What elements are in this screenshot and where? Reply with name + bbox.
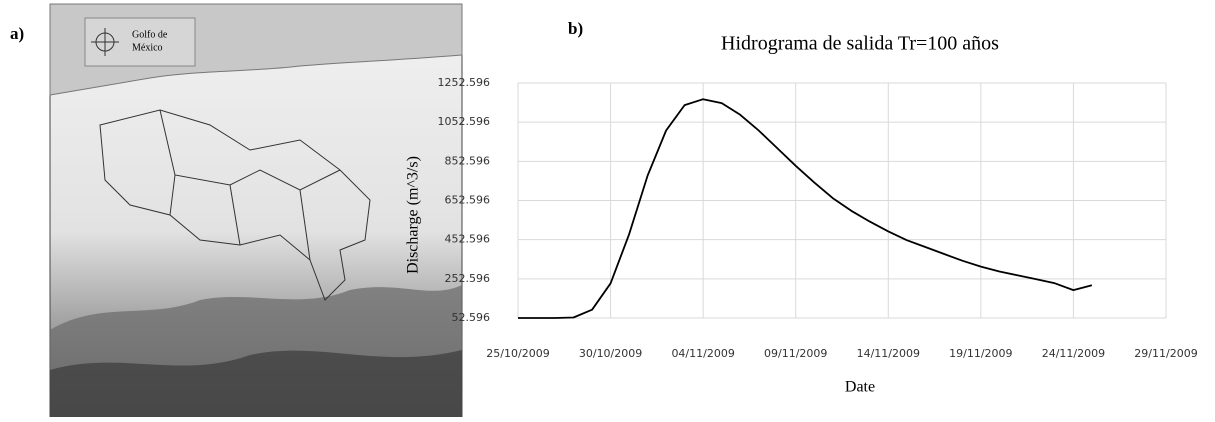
- compass: [91, 28, 119, 56]
- y-tick-label: 452.596: [445, 233, 491, 246]
- sub-basin: [159, 109, 341, 261]
- y-axis-label: Discharge (m^3/s): [405, 156, 422, 274]
- x-tick-label: 04/11/2009: [671, 347, 734, 360]
- x-tick-label: 19/11/2009: [949, 347, 1012, 360]
- y-tick-label: 252.596: [445, 272, 491, 285]
- map-label: Golfo de: [132, 29, 168, 40]
- x-tick-label: 30/10/2009: [579, 347, 642, 360]
- x-tick-label: 09/11/2009: [764, 347, 827, 360]
- panel-label: a): [10, 24, 24, 43]
- y-tick-label: 652.596: [445, 194, 491, 207]
- x-tick-label: 24/11/2009: [1042, 347, 1105, 360]
- y-tick-label: 1252.596: [438, 76, 491, 89]
- y-tick-label: 52.596: [452, 311, 491, 324]
- x-tick-label: 14/11/2009: [857, 347, 920, 360]
- line: [518, 98, 1093, 319]
- x-axis-label: Date: [845, 379, 875, 396]
- map: Golfo de México: [49, 3, 463, 418]
- x-tick-label: 29/11/2009: [1134, 347, 1197, 360]
- y-tick-label: 1052.596: [438, 115, 491, 128]
- mountains: [50, 350, 462, 417]
- y-tick-label: 852.596: [445, 154, 491, 167]
- x-tick-label: 25/10/2009: [486, 347, 549, 360]
- chart-title: Hidrograma de salida Tr=100 años: [721, 33, 999, 55]
- panel-label: b): [568, 19, 583, 38]
- map-label: México: [132, 42, 163, 53]
